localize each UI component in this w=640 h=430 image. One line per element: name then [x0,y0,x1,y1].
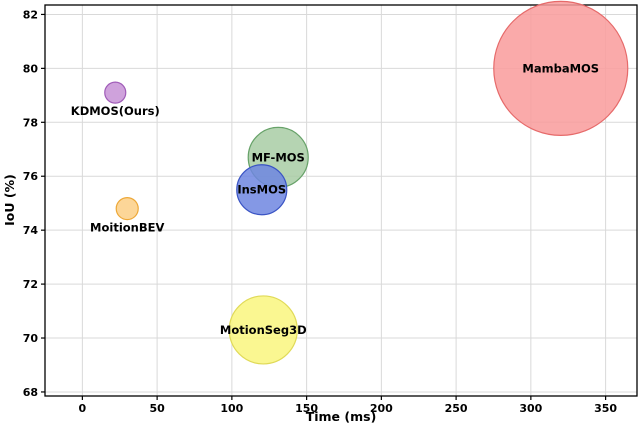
x-tick-label: 350 [594,402,617,415]
x-tick-label: 100 [220,402,243,415]
bubble-kdmos-ours [104,81,127,104]
x-tick-label: 0 [79,402,87,415]
bubble-label-mf-mos: MF-MOS [252,150,305,164]
x-tick-label: 250 [445,402,468,415]
x-tick-label: 150 [295,402,318,415]
y-tick-label: 74 [23,224,39,237]
y-tick-label: 76 [23,170,39,183]
bubble-moitionbev [115,196,139,221]
x-tick-label: 200 [370,402,393,415]
y-axis-title: IoU (%) [2,174,17,226]
bubble-label-mambamos: MambaMOS [522,61,599,75]
y-tick-label: 70 [23,332,39,345]
bubble-label-moitionbev: MoitionBEV [90,221,164,235]
tick-layer: 0 50 100 150 200 250 300 350 68 70 72 74 76 78 80 82 [23,8,618,415]
x-tick-label: 50 [149,402,165,415]
axis-frame [44,4,638,397]
y-tick-label: 68 [23,386,38,399]
y-tick-label: 78 [23,116,38,129]
bubble-mambamos [493,0,629,136]
bubble-motionseg3d [228,295,298,365]
bubble-label-motionseg3d: MotionSeg3D [220,323,307,337]
bubble-layer [104,0,629,365]
bubble-label-insmos: InsMOS [237,183,286,197]
y-tick-label: 80 [23,62,39,75]
y-tick-label: 82 [23,8,38,21]
bubble-label-layer: MotionSeg3D MF-MOS InsMOS KDMOS(Ours) Moitio… [71,61,599,337]
plot-border [44,4,638,397]
bubble-insmos [236,164,288,216]
x-axis-title: Time (ms) [306,409,377,424]
bubble-label-kdmos-ours: KDMOS(Ours) [71,104,160,118]
x-tick-label: 300 [519,402,542,415]
y-tick-label: 72 [23,278,38,291]
